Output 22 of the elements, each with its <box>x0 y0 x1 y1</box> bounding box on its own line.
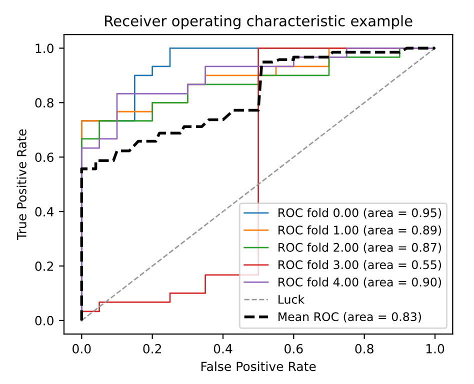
y-axis-title: True Positive Rate <box>16 129 26 240</box>
legend-label: ROC fold 1.00 (area = 0.89) <box>278 225 442 236</box>
legend-label: ROC fold 2.00 (area = 0.87) <box>278 242 442 254</box>
legend-label: Mean ROC (area = 0.83) <box>278 312 422 323</box>
y-tick-label: 1.0 <box>36 44 54 54</box>
y-tick-label: 0.6 <box>35 152 54 162</box>
legend-label: Luck <box>278 294 305 304</box>
y-tick-label: 0.0 <box>35 316 54 326</box>
y-tick-label: 0.2 <box>35 261 54 271</box>
legend-label: ROC fold 4.00 (area = 0.90) <box>278 277 442 288</box>
chart-title: Receiver operating characteristic example <box>105 15 412 30</box>
x-tick-label: 0.6 <box>284 344 303 354</box>
x-axis-title: False Positive Rate <box>201 361 316 372</box>
legend-label: ROC fold 0.00 (area = 0.95) <box>278 208 442 219</box>
x-tick-label: 0.2 <box>143 344 162 354</box>
x-tick-label: 0.8 <box>355 344 374 354</box>
legend-label: ROC fold 3.00 (area = 0.55) <box>278 260 442 271</box>
y-tick-label: 0.8 <box>35 98 54 108</box>
x-tick-label: 0.0 <box>72 344 91 354</box>
y-tick-label: 0.4 <box>35 207 54 216</box>
x-tick-label: 1.0 <box>426 344 444 354</box>
x-tick-label: 0.4 <box>214 344 232 354</box>
